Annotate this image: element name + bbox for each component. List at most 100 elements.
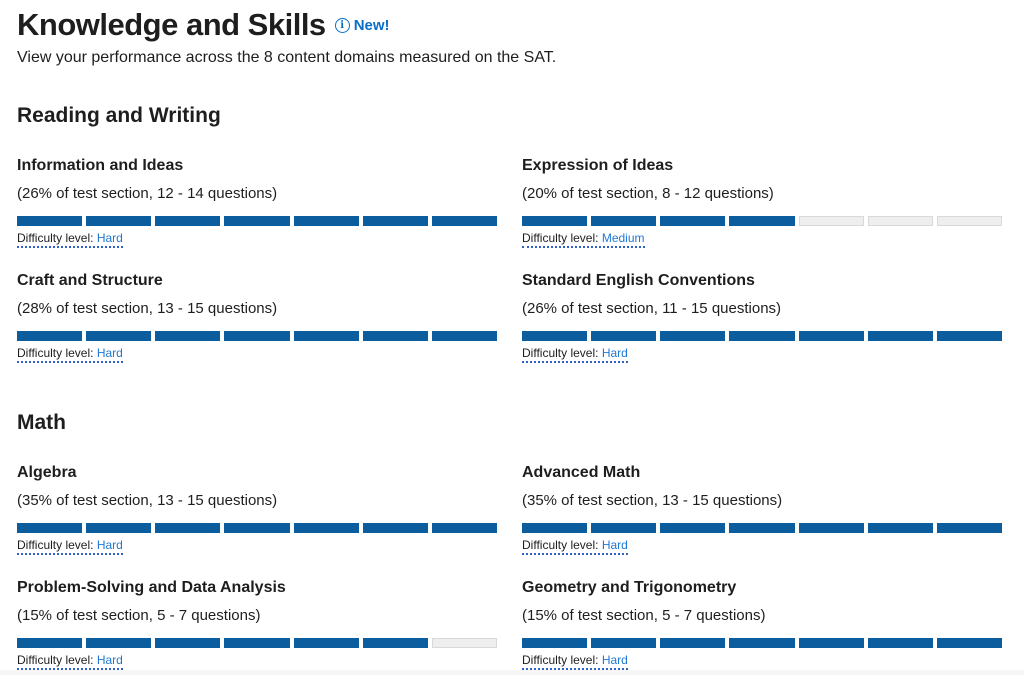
difficulty-label: Difficulty level: xyxy=(522,231,599,245)
filled-segment xyxy=(17,331,83,341)
filled-segment xyxy=(293,216,359,226)
new-badge[interactable]: i New! xyxy=(334,16,390,34)
domain-description: (35% of test section, 13 - 15 questions) xyxy=(522,492,783,509)
filled-segment xyxy=(17,216,83,226)
new-badge-label: New! xyxy=(353,16,390,34)
filled-segment xyxy=(431,331,497,341)
domain-description: (28% of test section, 13 - 15 questions) xyxy=(17,300,278,317)
section-title-math: Math xyxy=(17,411,66,434)
difficulty-value: Hard xyxy=(96,538,123,552)
difficulty-level-link[interactable]: Difficulty level: Medium xyxy=(522,231,645,248)
filled-segment xyxy=(362,216,428,226)
filled-segment xyxy=(155,216,221,226)
difficulty-value: Medium xyxy=(601,231,645,245)
domain-description: (35% of test section, 13 - 15 questions) xyxy=(17,492,278,509)
domain-description: (26% of test section, 12 - 14 questions) xyxy=(17,185,278,202)
filled-segment xyxy=(729,331,795,341)
filled-segment xyxy=(431,216,497,226)
filled-segment xyxy=(591,523,657,533)
domain-card: Advanced Math (35% of test section, 13 - … xyxy=(522,463,1002,555)
domain-card: Standard English Conventions (26% of test… xyxy=(522,271,1002,363)
domain-card: Algebra (35% of test section, 13 - 15 que… xyxy=(17,463,497,555)
filled-segment xyxy=(660,331,726,341)
page-title: Knowledge and Skills xyxy=(17,7,326,42)
filled-segment xyxy=(224,638,290,648)
difficulty-level-link[interactable]: Difficulty level: Hard xyxy=(17,653,123,670)
filled-segment xyxy=(867,638,933,648)
difficulty-value: Hard xyxy=(601,653,628,667)
difficulty-label: Difficulty level: xyxy=(522,538,599,552)
filled-segment xyxy=(86,216,152,226)
domain-description: (26% of test section, 11 - 15 questions) xyxy=(522,300,782,317)
domain-name: Craft and Structure xyxy=(17,272,163,289)
performance-bar xyxy=(522,331,1002,341)
filled-segment xyxy=(155,523,221,533)
domain-name: Algebra xyxy=(17,464,77,481)
filled-segment xyxy=(798,523,864,533)
filled-segment xyxy=(867,331,933,341)
domain-card: Information and Ideas (26% of test sectio… xyxy=(17,156,497,248)
filled-segment xyxy=(86,523,152,533)
filled-segment xyxy=(86,331,152,341)
performance-bar xyxy=(522,638,1002,648)
filled-segment xyxy=(362,331,428,341)
difficulty-level-link[interactable]: Difficulty level: Hard xyxy=(522,653,628,670)
difficulty-value: Hard xyxy=(96,346,123,360)
filled-segment xyxy=(867,523,933,533)
empty-segment xyxy=(867,216,933,226)
filled-segment xyxy=(591,638,657,648)
difficulty-level-link[interactable]: Difficulty level: Hard xyxy=(522,346,628,363)
difficulty-value: Hard xyxy=(96,231,123,245)
filled-segment xyxy=(936,523,1002,533)
difficulty-level-link[interactable]: Difficulty level: Hard xyxy=(522,538,628,555)
difficulty-label: Difficulty level: xyxy=(17,346,94,360)
filled-segment xyxy=(155,638,221,648)
empty-segment xyxy=(936,216,1002,226)
filled-segment xyxy=(660,523,726,533)
difficulty-label: Difficulty level: xyxy=(17,538,94,552)
filled-segment xyxy=(729,216,795,226)
filled-segment xyxy=(224,216,290,226)
filled-segment xyxy=(17,523,83,533)
filled-segment xyxy=(522,638,588,648)
filled-segment xyxy=(660,216,726,226)
filled-segment xyxy=(798,638,864,648)
difficulty-label: Difficulty level: xyxy=(522,653,599,667)
domain-card: Problem-Solving and Data Analysis (15% of… xyxy=(17,578,497,670)
difficulty-value: Hard xyxy=(601,346,628,360)
filled-segment xyxy=(522,331,588,341)
title-row: Knowledge and Skills i New! xyxy=(17,7,390,43)
performance-bar xyxy=(522,216,1002,226)
domain-name: Expression of Ideas xyxy=(522,157,674,174)
difficulty-label: Difficulty level: xyxy=(17,231,94,245)
difficulty-level-link[interactable]: Difficulty level: Hard xyxy=(17,346,123,363)
domain-card: Geometry and Trigonometry (15% of test se… xyxy=(522,578,1002,670)
filled-segment xyxy=(293,523,359,533)
domain-description: (15% of test section, 5 - 7 questions) xyxy=(17,607,261,624)
empty-segment xyxy=(431,638,497,648)
filled-segment xyxy=(591,216,657,226)
filled-segment xyxy=(522,216,588,226)
info-icon[interactable]: i xyxy=(334,17,350,33)
domain-name: Problem-Solving and Data Analysis xyxy=(17,579,286,596)
performance-bar xyxy=(17,331,497,341)
difficulty-level-link[interactable]: Difficulty level: Hard xyxy=(17,538,123,555)
filled-segment xyxy=(224,331,290,341)
domain-name: Geometry and Trigonometry xyxy=(522,579,737,596)
difficulty-label: Difficulty level: xyxy=(522,346,599,360)
filled-segment xyxy=(431,523,497,533)
difficulty-level-link[interactable]: Difficulty level: Hard xyxy=(17,231,123,248)
difficulty-value: Hard xyxy=(96,653,123,667)
filled-segment xyxy=(591,331,657,341)
page-subtitle: View your performance across the 8 conte… xyxy=(17,49,557,66)
empty-segment xyxy=(798,216,864,226)
filled-segment xyxy=(936,638,1002,648)
domain-name: Advanced Math xyxy=(522,464,641,481)
domain-description: (20% of test section, 8 - 12 questions) xyxy=(522,185,774,202)
filled-segment xyxy=(660,638,726,648)
filled-segment xyxy=(293,331,359,341)
performance-bar xyxy=(17,638,497,648)
domain-description: (15% of test section, 5 - 7 questions) xyxy=(522,607,766,624)
domain-card: Craft and Structure (28% of test section,… xyxy=(17,271,497,363)
domain-card: Expression of Ideas (20% of test section,… xyxy=(522,156,1002,248)
